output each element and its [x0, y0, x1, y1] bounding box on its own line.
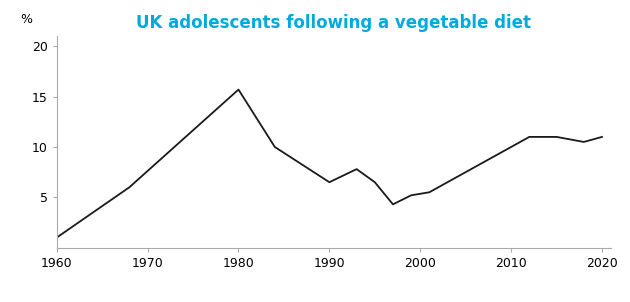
Title: UK adolescents following a vegetable diet: UK adolescents following a vegetable die… — [137, 14, 531, 32]
Text: %: % — [21, 13, 33, 26]
